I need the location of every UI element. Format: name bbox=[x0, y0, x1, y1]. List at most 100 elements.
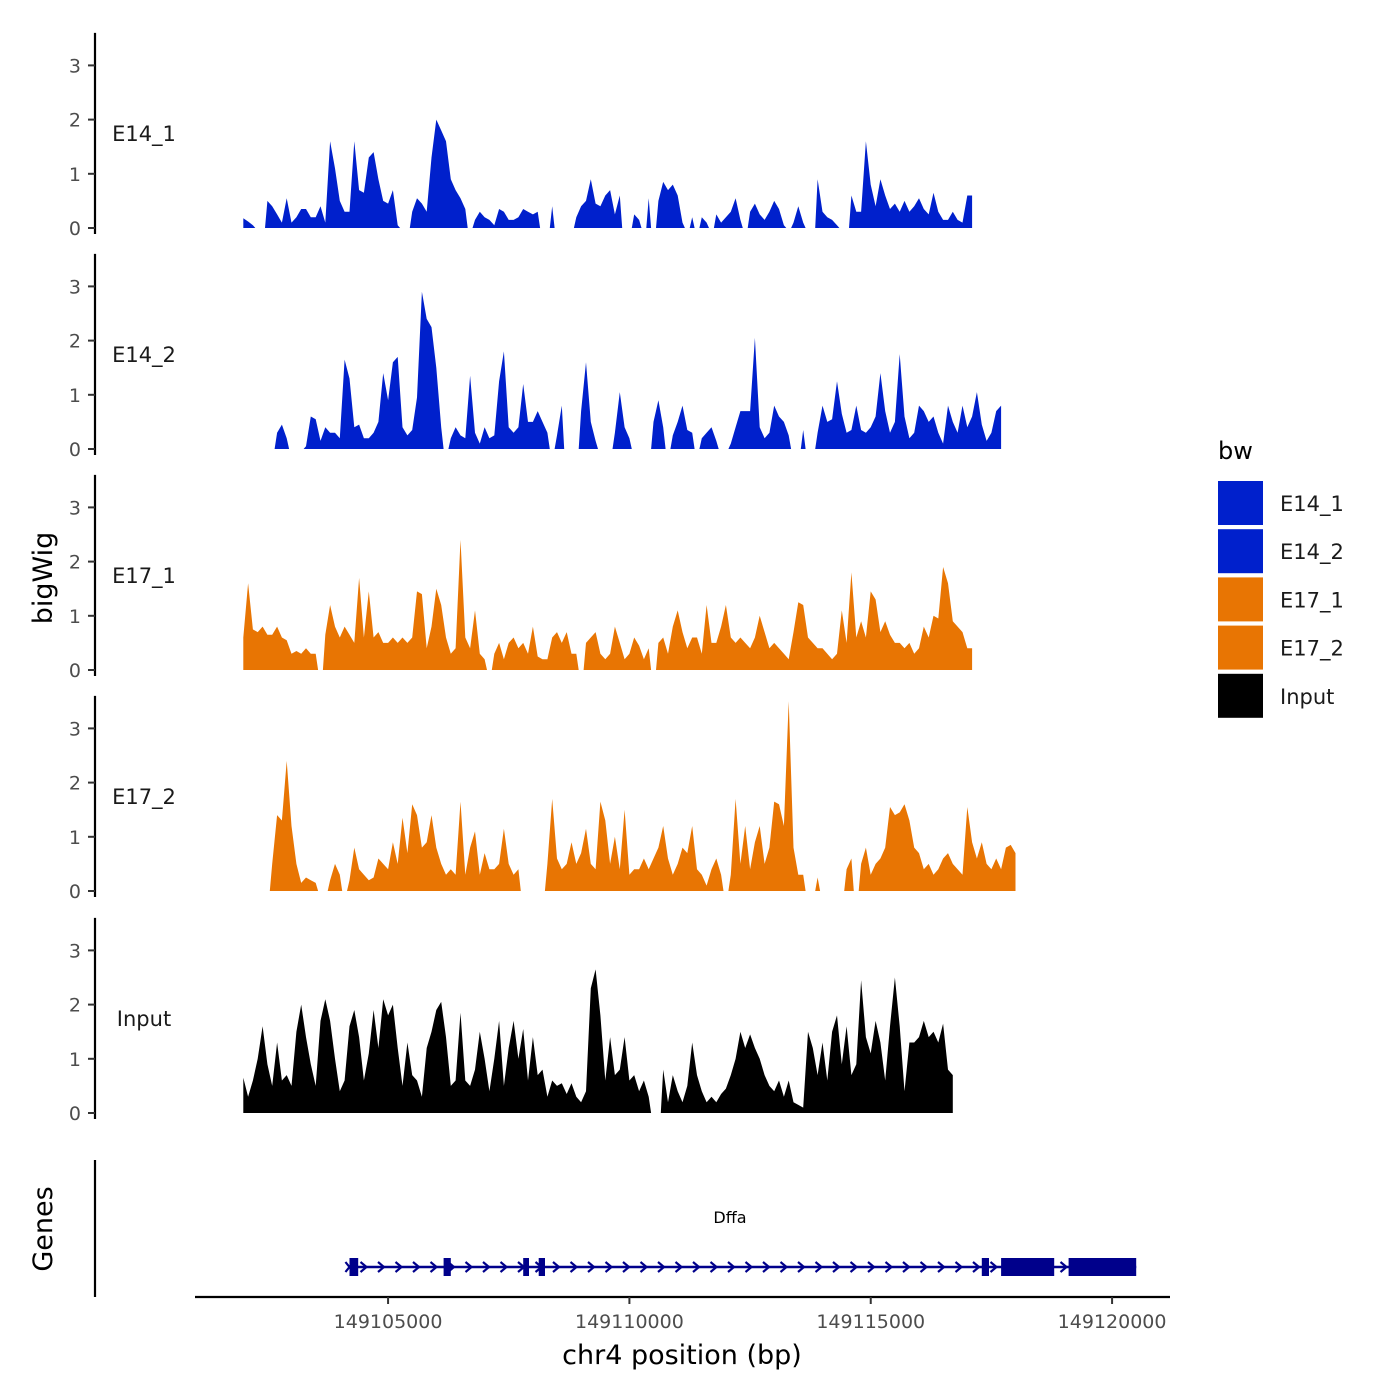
area-Input-segment-1 bbox=[660, 977, 953, 1113]
gene-strand-chevron-25 bbox=[797, 1261, 806, 1273]
gene-strand-chevron-13 bbox=[587, 1261, 596, 1273]
gene-strand-chevron-11 bbox=[552, 1261, 561, 1273]
y-tick-label-E17_1-1: 1 bbox=[69, 606, 81, 628]
area-E14_1-segment-6 bbox=[631, 214, 642, 228]
area-E14_2-segment-3 bbox=[554, 405, 565, 449]
y-tick-label-E14_2-2: 2 bbox=[69, 331, 81, 353]
gene-strand-chevron-19 bbox=[692, 1261, 701, 1273]
area-E17_2-segment-7 bbox=[858, 804, 1016, 891]
y-tick-label-E17_2-3: 3 bbox=[69, 718, 81, 740]
genes-axis-title: Genes bbox=[28, 1186, 59, 1271]
gene-strand-chevron-28 bbox=[849, 1261, 859, 1273]
gene-strand-chevron-12 bbox=[569, 1261, 579, 1273]
gene-strand-chevron-21 bbox=[727, 1261, 736, 1273]
gene-strand-chevron-27 bbox=[832, 1261, 841, 1273]
area-E14_1-segment-9 bbox=[689, 217, 695, 228]
y-tick-label-E14_2-1: 1 bbox=[69, 385, 81, 407]
x-tick-label-149115000: 149115000 bbox=[816, 1311, 925, 1333]
legend-label-E17_1: E17_1 bbox=[1280, 588, 1344, 613]
legend-label-Input: Input bbox=[1280, 685, 1334, 709]
area-E14_1-segment-5 bbox=[573, 179, 623, 228]
gene-strand-chevron-15 bbox=[622, 1261, 631, 1273]
y-tick-label-E14_1-3: 3 bbox=[69, 55, 81, 77]
legend-label-E14_2: E14_2 bbox=[1280, 540, 1344, 565]
legend-swatch-Input bbox=[1218, 673, 1263, 718]
gene-strand-chevron-34 bbox=[954, 1261, 964, 1273]
gene-strand-chevron-3 bbox=[412, 1261, 421, 1273]
y-tick-label-E17_1-3: 3 bbox=[69, 497, 81, 519]
track-label-E14_1: E14_1 bbox=[112, 122, 176, 147]
gene-strand-chevron-29 bbox=[867, 1261, 876, 1273]
area-E14_2-segment-1 bbox=[303, 291, 444, 449]
y-tick-label-E17_1-0: 0 bbox=[69, 660, 81, 682]
y-tick-label-Input-3: 3 bbox=[69, 940, 81, 962]
area-E17_2-segment-2 bbox=[347, 801, 521, 891]
area-E14_2-segment-10 bbox=[800, 430, 806, 449]
area-E14_1-segment-15 bbox=[849, 141, 973, 228]
area-E14_1-segment-7 bbox=[646, 198, 652, 228]
gene-strand-chevron-23 bbox=[762, 1261, 771, 1273]
area-E14_2-segment-6 bbox=[651, 400, 666, 449]
gene-exon-5 bbox=[1001, 1258, 1055, 1276]
area-E14_1-segment-14 bbox=[815, 179, 840, 228]
gene-strand-chevron-1 bbox=[377, 1261, 386, 1273]
legend-swatch-E14_2 bbox=[1218, 529, 1263, 574]
area-E14_1-segment-10 bbox=[699, 217, 709, 228]
area-E14_1-segment-0 bbox=[243, 218, 256, 228]
legend-swatch-E14_1 bbox=[1218, 481, 1263, 525]
x-axis-title: chr4 position (bp) bbox=[562, 1340, 802, 1371]
area-E14_1-segment-2 bbox=[409, 119, 468, 228]
gene-strand-chevron-32 bbox=[919, 1261, 929, 1273]
legend-swatch-E17_1 bbox=[1218, 577, 1263, 622]
gene-exon-4 bbox=[981, 1258, 989, 1276]
area-E17_1-segment-4 bbox=[656, 567, 973, 670]
gene-strand-chevron-31 bbox=[902, 1261, 911, 1273]
y-tick-label-Input-1: 1 bbox=[69, 1049, 81, 1071]
area-E14_2-segment-2 bbox=[448, 351, 550, 449]
gene-strand-chevron-0 bbox=[359, 1261, 369, 1273]
x-tick-label-149110000: 149110000 bbox=[575, 1311, 684, 1333]
legend-swatch-E17_2 bbox=[1218, 625, 1263, 670]
gene-strand-chevron-17 bbox=[657, 1261, 666, 1273]
area-E17_2-segment-0 bbox=[269, 760, 319, 891]
gene-strand-chevron-40 bbox=[1059, 1261, 1069, 1273]
gene-strand-chevron-8 bbox=[499, 1261, 509, 1273]
gene-strand-chevron-36 bbox=[989, 1261, 999, 1273]
track-label-E14_2: E14_2 bbox=[112, 343, 176, 368]
gene-strand-chevron-33 bbox=[937, 1261, 946, 1273]
area-E17_2-segment-6 bbox=[844, 858, 854, 891]
area-E17_2-segment-3 bbox=[544, 798, 724, 891]
gene-strand-chevron-20 bbox=[709, 1261, 719, 1273]
gene-exon-0 bbox=[349, 1258, 359, 1276]
gene-strand-chevron-22 bbox=[744, 1261, 754, 1273]
gene-exon-1 bbox=[443, 1258, 451, 1276]
gene-strand-chevron-16 bbox=[639, 1261, 649, 1273]
area-E14_2-segment-8 bbox=[699, 427, 719, 449]
x-tick-label-149120000: 149120000 bbox=[1058, 1311, 1167, 1333]
y-tick-label-E14_2-0: 0 bbox=[69, 439, 81, 461]
gene-strand-chevron-35 bbox=[972, 1261, 981, 1273]
area-E17_1-segment-1 bbox=[322, 539, 487, 670]
y-tick-label-E17_2-2: 2 bbox=[69, 773, 81, 795]
gene-exon-6 bbox=[1068, 1258, 1137, 1276]
y-tick-label-Input-2: 2 bbox=[69, 995, 81, 1017]
track-label-E17_1: E17_1 bbox=[112, 564, 176, 589]
gene-strand-chevron-6 bbox=[464, 1261, 474, 1273]
gene-label: Dffa bbox=[713, 1208, 746, 1227]
area-E17_2-segment-1 bbox=[327, 863, 343, 891]
y-tick-label-E17_1-2: 2 bbox=[69, 552, 81, 574]
legend-label-E17_2: E17_2 bbox=[1280, 637, 1344, 662]
y-tick-label-Input-0: 0 bbox=[69, 1103, 81, 1125]
legend-label-E14_1: E14_1 bbox=[1280, 492, 1344, 517]
y-axis-title: bigWig bbox=[28, 532, 59, 625]
y-tick-label-E17_2-1: 1 bbox=[69, 827, 81, 849]
area-E14_2-segment-9 bbox=[728, 337, 792, 449]
gene-strand-chevron-4 bbox=[429, 1261, 439, 1273]
area-E14_2-segment-4 bbox=[578, 362, 598, 449]
gene-strand-chevron-26 bbox=[814, 1261, 824, 1273]
area-E17_2-segment-4 bbox=[728, 701, 806, 891]
area-E17_1-segment-2 bbox=[491, 626, 579, 670]
area-Input-segment-0 bbox=[243, 969, 652, 1113]
area-E17_2-segment-5 bbox=[815, 877, 821, 891]
track-label-Input: Input bbox=[117, 1007, 171, 1031]
